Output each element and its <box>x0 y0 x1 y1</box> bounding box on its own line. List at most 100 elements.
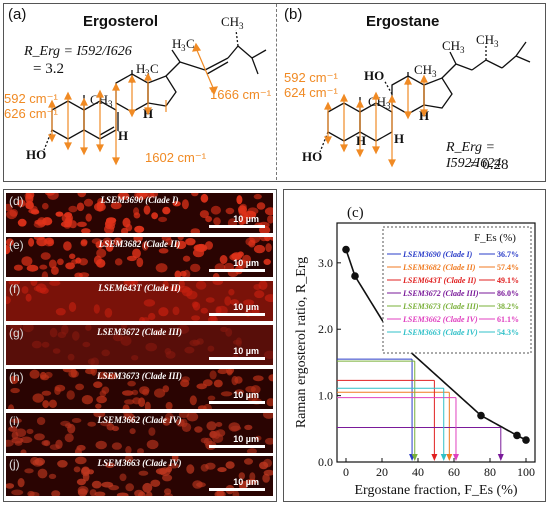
structures-frame <box>3 3 546 182</box>
x-tick-label: 80 <box>484 465 496 479</box>
y-tick-label: 3.0 <box>318 256 333 270</box>
micrograph-g: (g) LSEM3672 (Clade III) 10 µm <box>6 325 273 365</box>
legend-value: 36.7% <box>497 250 519 259</box>
scale-bar <box>209 445 265 448</box>
strain-label: LSEM3663 (Clade IV) <box>97 458 182 468</box>
legend-strain: LSEM3663 (Clade IV) <box>402 328 478 337</box>
scale-bar <box>209 269 265 272</box>
y-axis-label: Raman ergosterol ratio, R_Erg <box>294 257 309 428</box>
micrograph-label: (f) <box>9 282 21 296</box>
scale-bar-label: 10 µm <box>233 346 259 356</box>
annotation-592-a: 592 cm⁻¹ <box>4 91 58 106</box>
scale-bar <box>209 488 265 491</box>
annotation-626-a: 626 cm⁻¹ <box>4 106 58 121</box>
micrograph-d: (d) LSEM3690 (Clade I) 10 µm <box>6 193 273 233</box>
x-tick-label: 60 <box>448 465 460 479</box>
micrograph-i: (i) LSEM3662 (Clade IV) 10 µm <box>6 413 273 453</box>
strain-label: LSEM3672 (Clade III) <box>96 327 182 337</box>
ergostane-ratio-value: = 0.28 <box>470 157 509 173</box>
micrograph-label: (j) <box>9 457 20 471</box>
scale-bar-label: 10 µm <box>233 214 259 224</box>
ergosterol-h3c: H <box>136 61 145 76</box>
calibration-point <box>351 272 359 280</box>
calibration-point <box>477 411 485 420</box>
ergosterol-ratio-formula: R_Erg = I592/I626 <box>24 44 132 59</box>
scale-bar <box>209 401 265 404</box>
svg-text:C: C <box>186 36 195 51</box>
svg-text:CH: CH <box>442 38 460 53</box>
svg-text:CH: CH <box>368 94 386 109</box>
panel-b-label: (b) <box>284 6 303 23</box>
strain-label: LSEM643T (Clade II) <box>98 283 181 293</box>
calibration-point <box>522 436 530 444</box>
micrograph-label: (h) <box>9 370 24 384</box>
svg-text:CH: CH <box>221 14 239 29</box>
legend-value: 57.4% <box>497 263 519 272</box>
strain-label: LSEM3690 (Clade I) <box>100 195 179 205</box>
strain-label: LSEM3673 (Clade III) <box>96 371 182 381</box>
ergostane-title: Ergostane <box>366 13 440 30</box>
scale-bar <box>209 225 265 228</box>
legend-title: F_Es (%) <box>474 232 516 244</box>
y-tick-label: 2.0 <box>318 322 333 336</box>
x-tick-label: 0 <box>343 465 349 479</box>
calibration-point <box>342 245 350 254</box>
scale-bar-label: 10 µm <box>233 434 259 444</box>
x-tick-label: 40 <box>412 465 424 479</box>
legend-value: 86.0% <box>497 289 519 298</box>
scale-bar-label: 10 µm <box>233 390 259 400</box>
strain-arrowhead <box>431 454 438 461</box>
plot-area <box>336 222 536 463</box>
svg-text:3: 3 <box>460 45 465 55</box>
legend-value: 61.1% <box>497 315 519 324</box>
svg-text:3: 3 <box>386 101 391 111</box>
svg-text:3: 3 <box>432 69 437 79</box>
svg-text:H: H <box>118 128 128 143</box>
strain-arrowhead <box>452 454 459 461</box>
x-axis-label: Ergostane fraction, F_Es (%) <box>354 483 517 498</box>
ergosterol-structure: CH3 H3C H3C CH3 HO H H <box>26 14 267 166</box>
cell-texture <box>6 413 273 453</box>
scale-bar <box>209 313 265 316</box>
legend-value: 54.3% <box>497 328 519 337</box>
micrograph-label: (g) <box>9 326 24 340</box>
legend-strain: LSEM3673 (Clade III) <box>402 302 479 311</box>
svg-text:3: 3 <box>181 43 186 53</box>
y-tick-label: 0.0 <box>318 455 333 469</box>
micrograph-f: (f) LSEM643T (Clade II) 10 µm <box>6 281 273 321</box>
cell-texture <box>6 369 273 409</box>
cell-texture <box>6 325 273 365</box>
calibration-curve <box>345 249 527 441</box>
micrograph-label: (d) <box>9 194 24 208</box>
legend-strain: LSEM3690 (Clade I) <box>402 250 473 259</box>
svg-text:3: 3 <box>494 39 499 49</box>
svg-text:H: H <box>394 131 404 146</box>
calibration-chart: (c) 0 20 40 60 80 100 0.0 1.0 2.0 3.0 Ergostane fra… <box>294 205 536 498</box>
y-tick-label: 1.0 <box>318 389 333 403</box>
micrograph-label: (e) <box>9 238 24 252</box>
legend-value: 49.1% <box>497 276 519 285</box>
scale-bar-label: 10 µm <box>233 477 259 487</box>
svg-text:H: H <box>172 36 181 51</box>
x-tick-label: 20 <box>376 465 388 479</box>
ergosterol-ho: HO <box>26 147 46 162</box>
strain-arrowhead <box>411 454 418 461</box>
scale-bar <box>209 357 265 360</box>
annotation-1602: 1602 cm⁻¹ <box>145 150 207 165</box>
svg-text:HO: HO <box>302 149 322 164</box>
svg-text:3: 3 <box>239 21 244 31</box>
ergostane-ratio-formula: R_Erg = I592/I624 <box>446 140 502 171</box>
strain-arrowhead <box>440 454 447 461</box>
legend-value: 38.2% <box>497 302 519 311</box>
legend-strain: LSEM3682 (Clade II) <box>402 263 476 272</box>
panel-c-label: (c) <box>347 205 364 221</box>
legend-box <box>382 226 532 354</box>
micrograph-label: (i) <box>9 414 20 428</box>
ergosterol-title: Ergosterol <box>83 13 159 30</box>
strain-label: LSEM3662 (Clade IV) <box>97 415 182 425</box>
strain-label: LSEM3682 (Clade II) <box>98 239 181 249</box>
calibration-point <box>513 431 521 440</box>
legend-strain: LSEM3662 (Clade IV) <box>402 315 478 324</box>
annotation-624-b: 624 cm⁻¹ <box>284 85 338 100</box>
svg-text:C: C <box>150 61 159 76</box>
